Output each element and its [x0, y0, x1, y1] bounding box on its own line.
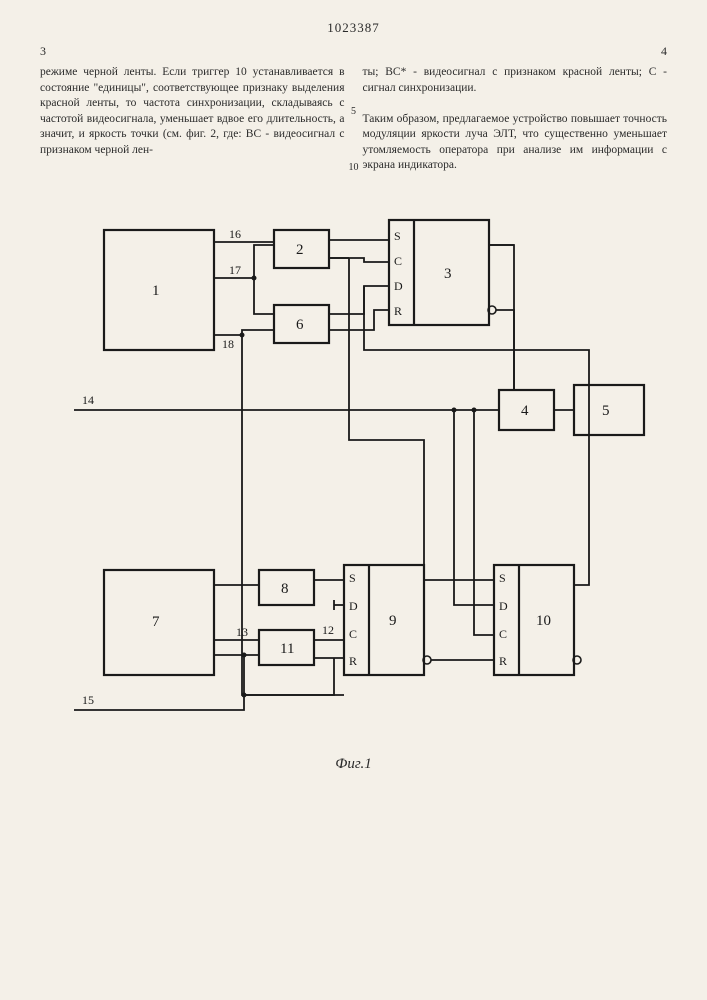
svg-text:18: 18	[222, 337, 234, 351]
svg-text:C: C	[349, 627, 357, 641]
svg-text:15: 15	[82, 693, 94, 707]
line-marker-10: 10	[349, 162, 359, 173]
block-8-label: 8	[281, 581, 289, 597]
svg-text:D: D	[349, 599, 358, 613]
svg-text:C: C	[499, 627, 507, 641]
block-1-label: 1	[152, 283, 160, 299]
svg-text:R: R	[499, 654, 507, 668]
block-7-label: 7	[152, 614, 160, 630]
doc-number: 1023387	[40, 20, 667, 36]
svg-text:17: 17	[229, 263, 241, 277]
svg-text:12: 12	[322, 623, 334, 637]
left-column: режиме черной ленты. Если триггер 10 уст…	[40, 65, 345, 174]
svg-text:13: 13	[236, 625, 248, 639]
col-num-left: 3	[40, 44, 46, 59]
svg-text:C: C	[394, 254, 402, 268]
svg-text:14: 14	[82, 393, 94, 407]
block-11-label: 11	[280, 641, 294, 657]
block-4-label: 4	[521, 403, 529, 419]
figure-caption: Фиг.1	[40, 756, 667, 773]
svg-text:S: S	[394, 229, 401, 243]
svg-text:S: S	[349, 571, 356, 585]
block-3-label: 3	[444, 266, 452, 282]
svg-text:R: R	[394, 304, 402, 318]
right-column: ты; ВС* - видеосигнал с признаком красно…	[363, 65, 668, 174]
col-num-right: 4	[661, 44, 667, 59]
schematic-figure: 1 2 S C D R 3 6 4 5 7 8 11 S D C R 9 S D…	[44, 190, 664, 750]
svg-text:D: D	[499, 599, 508, 613]
text-columns: режиме черной ленты. Если триггер 10 уст…	[40, 65, 667, 174]
svg-text:S: S	[499, 571, 506, 585]
block-9-label: 9	[389, 613, 397, 629]
block-6-label: 6	[296, 317, 304, 333]
svg-text:D: D	[394, 279, 403, 293]
block-5-label: 5	[602, 403, 610, 419]
svg-text:16: 16	[229, 227, 241, 241]
svg-text:R: R	[349, 654, 357, 668]
line-marker-5: 5	[351, 106, 356, 117]
block-10-label: 10	[536, 613, 551, 629]
block-2-label: 2	[296, 242, 304, 258]
